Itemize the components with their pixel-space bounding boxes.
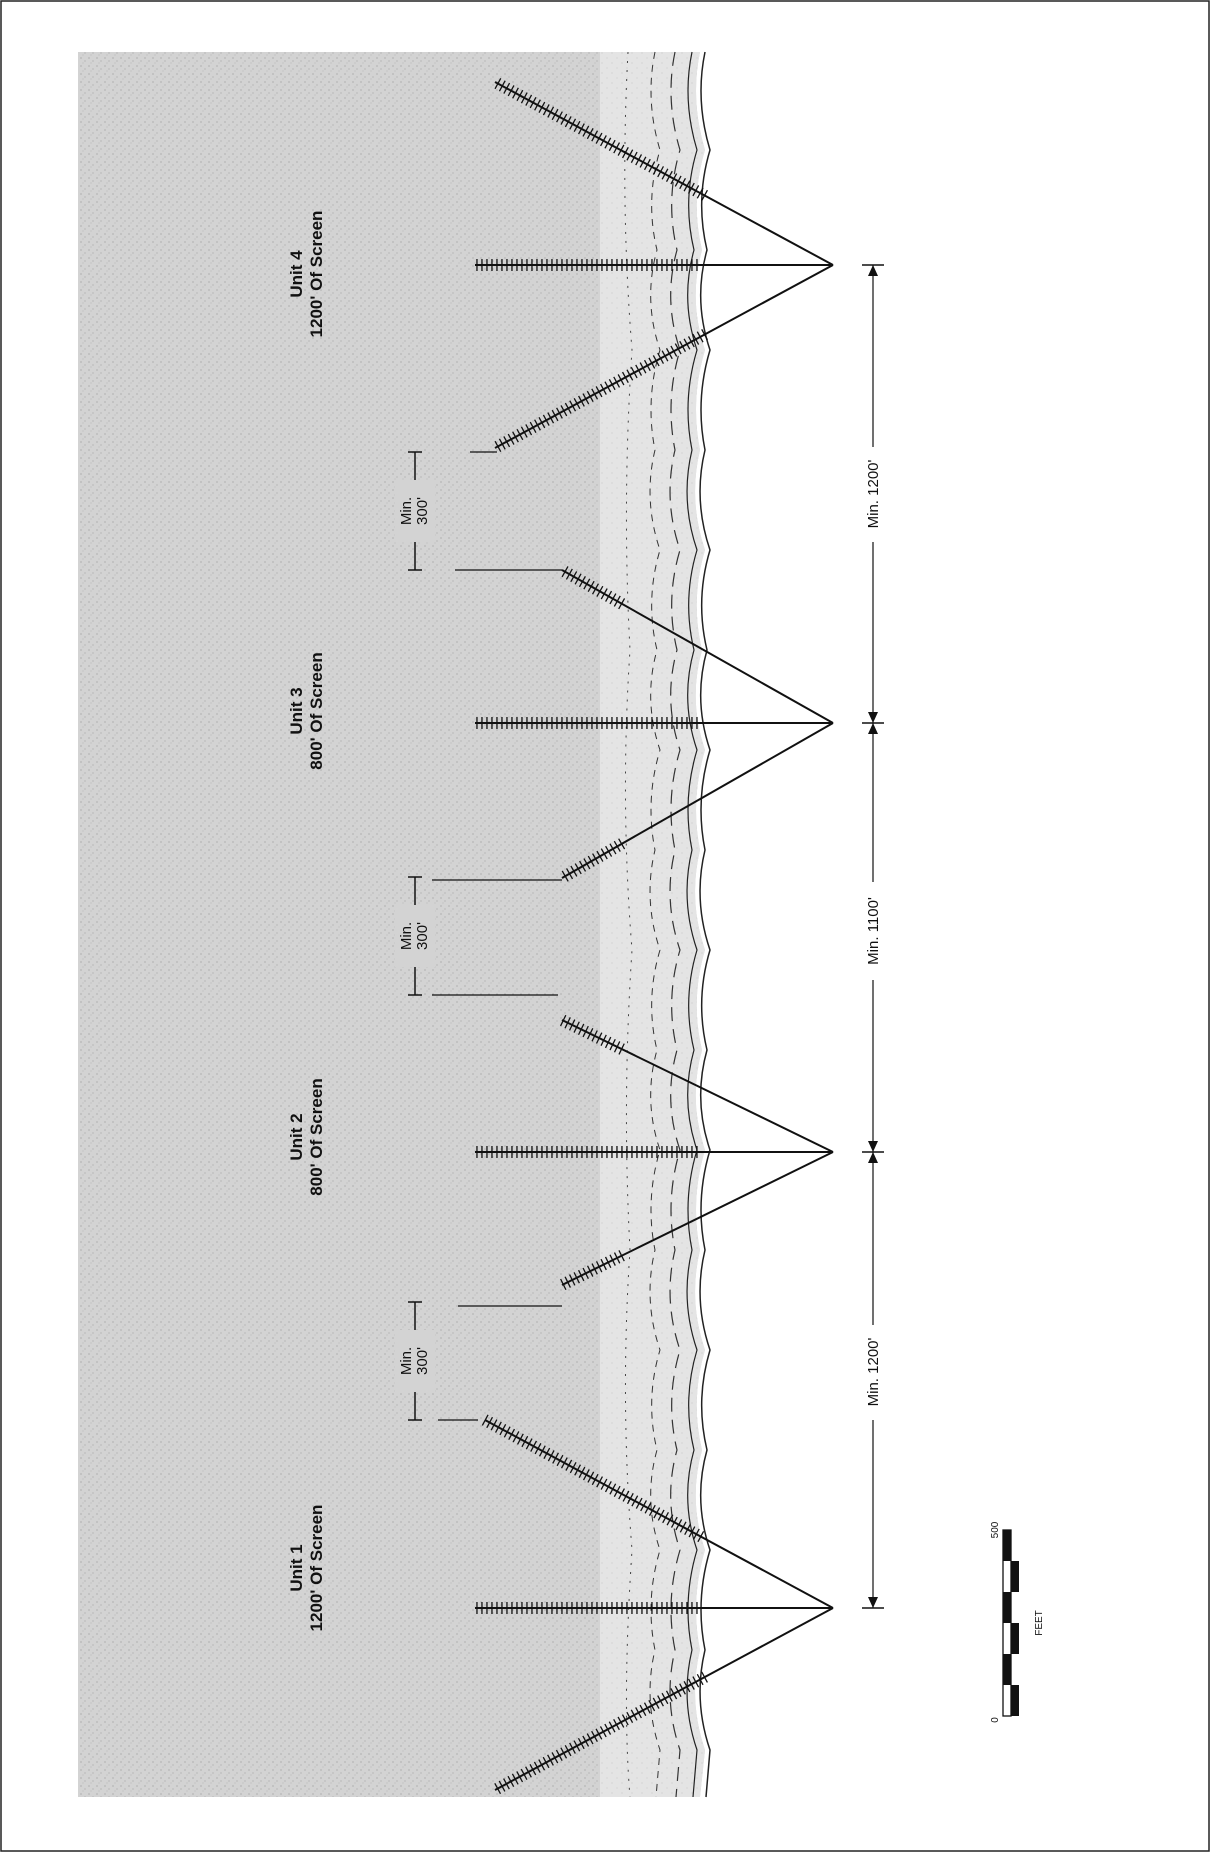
scale-max: 500 [990, 1521, 1001, 1538]
unit-label-1: Unit 1 1200' Of Screen [287, 1505, 326, 1632]
scale-bar: 0 500 FEET [990, 1521, 1045, 1723]
screen-arm [494, 264, 834, 453]
nearshore-band [600, 52, 705, 1797]
unit-title: Unit 4 [287, 250, 306, 298]
screen-arm [481, 1414, 834, 1609]
unit-spacing-1: Min. 1200' [865, 1338, 882, 1407]
unit-subtitle: 1200' Of Screen [307, 1505, 326, 1632]
contour-dashed-short [649, 51, 661, 1798]
unit-title: Unit 3 [287, 687, 306, 734]
unit-title: Unit 1 [287, 1544, 306, 1591]
unit-label-2: Unit 2 800' Of Screen [287, 1078, 326, 1195]
screen-arm [561, 566, 834, 724]
unit-title: Unit 2 [287, 1113, 306, 1160]
screen-arm [475, 1602, 833, 1614]
screen-arm [494, 1607, 834, 1795]
screens-layer [475, 77, 834, 1795]
contour-dotted [624, 51, 633, 1798]
gap-value: 300' [414, 497, 431, 525]
unit-spacing-3: Min. 1200' [865, 460, 882, 529]
unit-spacing-2: Min. 1100' [865, 897, 882, 965]
gap-marker-3: Min. 300' [395, 451, 562, 571]
screen-arm [561, 722, 834, 882]
gap-marker-2: Min. 300' [395, 876, 562, 996]
screen-arm [560, 1151, 834, 1291]
land-area [78, 52, 705, 1797]
screen-arm [475, 717, 833, 729]
gap-marker-1: Min. 300' [395, 1301, 562, 1421]
gap-min-label: Min. [398, 497, 415, 525]
unit-subtitle: 1200' Of Screen [307, 211, 326, 338]
screen-arm [559, 1014, 834, 1153]
unit-spacing-dimension: Min. 1200' Min. 1100' Min. 1200' [862, 264, 884, 1609]
unit-label-4: Unit 4 1200' Of Screen [287, 211, 326, 338]
gap-value: 300' [414, 922, 431, 950]
unit-subtitle: 800' Of Screen [307, 1078, 326, 1195]
screen-arm [475, 259, 833, 271]
contour-dashed-long [669, 51, 681, 1798]
unit-subtitle: 800' Of Screen [307, 652, 326, 769]
gap-value: 300' [414, 1347, 431, 1375]
screen-arm [475, 1146, 833, 1158]
scale-unit: FEET [1034, 1610, 1045, 1636]
screen-arm [494, 77, 834, 266]
gap-min-label: Min. [398, 922, 415, 950]
gap-min-label: Min. [398, 1347, 415, 1375]
scale-min: 0 [990, 1717, 1001, 1723]
shoreline [699, 51, 711, 1798]
unit-label-3: Unit 3 800' Of Screen [287, 652, 326, 769]
